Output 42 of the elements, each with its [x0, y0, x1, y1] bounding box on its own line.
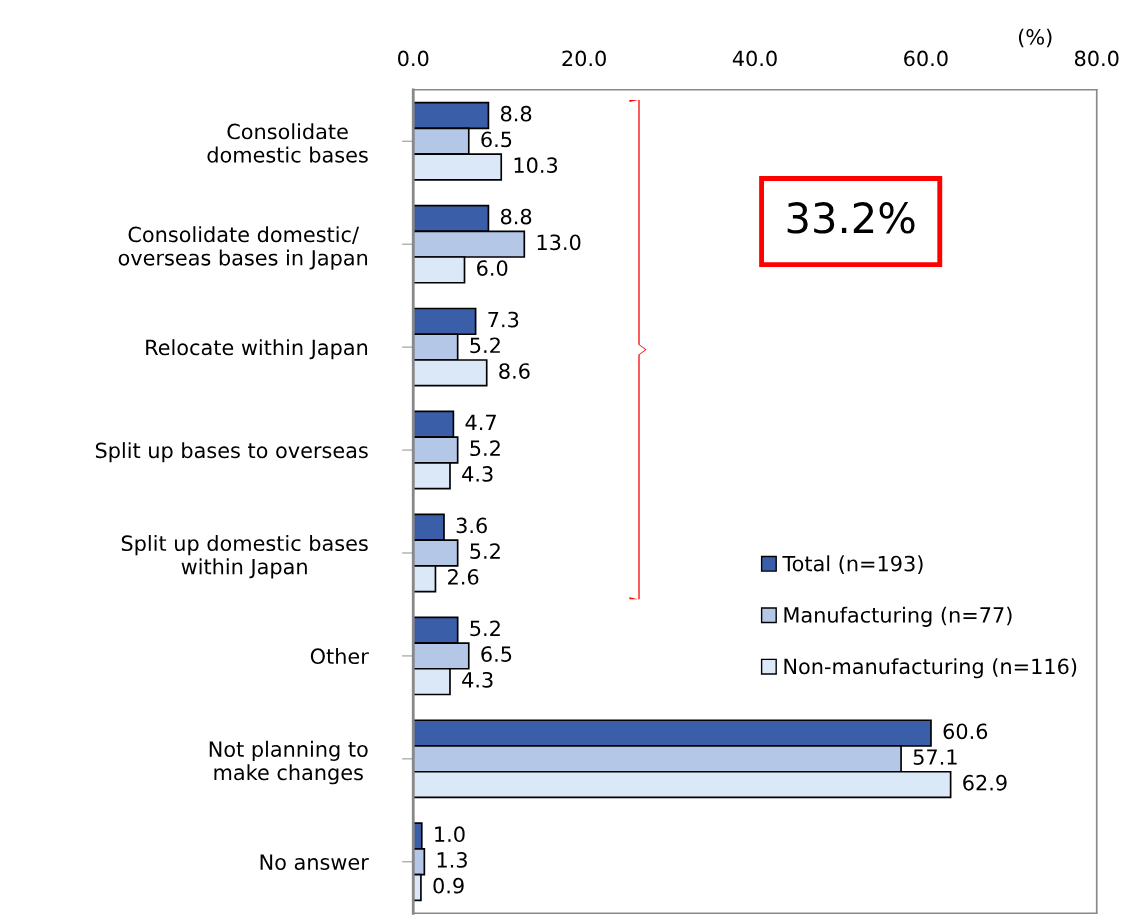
data-label: 8.8	[500, 208, 532, 225]
legend-label: Manufacturing (n=77)	[784, 606, 1012, 627]
data-label: 62.9	[963, 774, 1007, 791]
data-label: 8.8	[500, 105, 532, 122]
y-tick-label: Not planning to make changes	[209, 740, 368, 785]
y-tick-label: Relocate within Japan	[146, 339, 368, 360]
x-tick-label: 0.0	[398, 50, 429, 67]
data-label: 1.3	[437, 852, 467, 868]
data-label: 6.5	[481, 131, 512, 148]
data-label: 2.6	[448, 569, 479, 585]
data-label: 13.0	[537, 234, 581, 251]
data-label: 5.2	[470, 337, 500, 354]
data-label: 60.6	[943, 723, 988, 740]
data-label: 4.7	[465, 414, 496, 431]
data-label: 5.2	[470, 440, 500, 457]
x-tick-label: 20.0	[562, 50, 606, 67]
y-tick-label: Consolidate domestic bases	[207, 123, 368, 163]
x-tick-label: 80.0	[1074, 50, 1119, 67]
y-tick-label: Other	[310, 648, 369, 665]
data-label: 6.5	[481, 646, 512, 662]
data-label: 3.6	[456, 517, 487, 534]
y-tick-label: Consolidate domestic/ overseas bases in Japan	[118, 226, 368, 270]
y-tick-label: Split up domestic bases within Japan	[121, 534, 368, 579]
data-label: 5.2	[470, 620, 500, 637]
legend-label: Total (n=193)	[782, 555, 923, 574]
data-label: 4.3	[462, 466, 493, 482]
y-tick-label: No answer	[260, 854, 369, 870]
data-label: 57.1	[913, 749, 957, 765]
annotation: 33.2%	[787, 202, 915, 234]
legend-label: Non-manufacturing (n=116)	[784, 658, 1077, 679]
data-label: 1.0	[435, 826, 465, 843]
data-label: 0.9	[433, 877, 464, 894]
data-label: 5.2	[470, 543, 500, 560]
x-axis-title: (%)	[1018, 28, 1052, 48]
data-label: 8.6	[499, 363, 530, 379]
data-label: 7.3	[488, 311, 519, 328]
x-tick-label: 40.0	[732, 50, 777, 67]
y-tick-label: Split up bases to overseas	[95, 442, 368, 463]
data-label: 4.3	[462, 671, 493, 688]
x-tick-label: 60.0	[904, 50, 948, 67]
data-label: 10.3	[514, 157, 558, 174]
data-label: 6.0	[477, 260, 508, 276]
